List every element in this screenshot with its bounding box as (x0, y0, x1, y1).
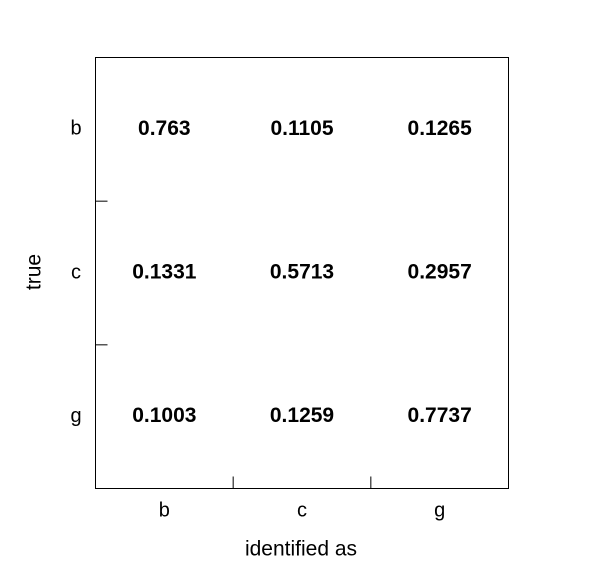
x-axis-label: identified as (245, 538, 357, 561)
cell-value: 0.1259 (270, 404, 334, 427)
x-tick-label: g (434, 499, 445, 521)
cell-value: 0.1105 (270, 117, 333, 140)
cell-value: 0.7737 (408, 404, 472, 427)
x-tick-label: c (297, 499, 307, 521)
y-axis-label: true (23, 254, 46, 290)
x-tick-label: b (159, 499, 170, 521)
y-tick-label: c (71, 261, 81, 283)
cell-value: 0.763 (138, 117, 191, 140)
y-tick-label: g (70, 405, 81, 427)
cell-value: 0.1331 (132, 261, 197, 284)
y-tick-label: b (70, 118, 81, 140)
cell-value: 0.1003 (132, 404, 196, 427)
plot-frame (95, 57, 509, 489)
cell-value: 0.1265 (408, 117, 473, 140)
cell-value: 0.5713 (270, 261, 334, 284)
cell-value: 0.2957 (408, 261, 472, 284)
